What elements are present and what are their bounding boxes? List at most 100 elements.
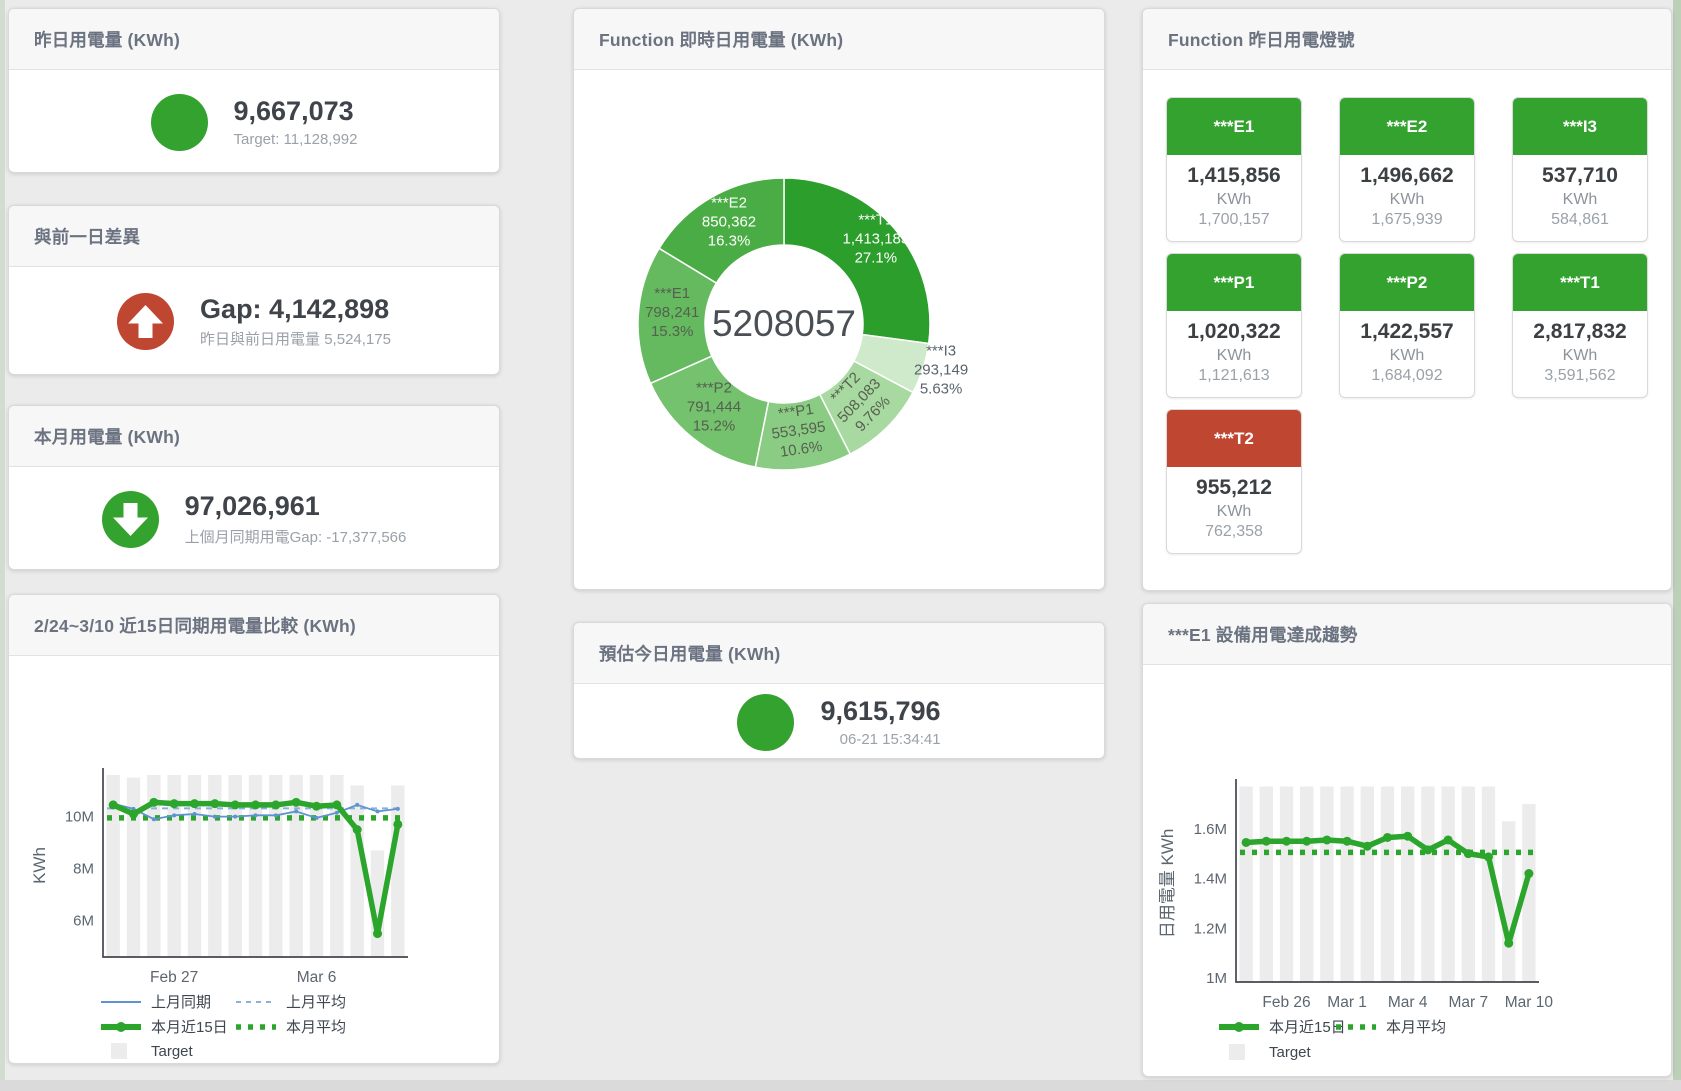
status-circle-icon [737, 693, 795, 751]
svg-text:***E2: ***E2 [711, 194, 747, 211]
svg-text:5208057: 5208057 [712, 303, 856, 344]
light-tiles-grid: ***E1 1,415,856 KWh 1,700,157 ***E2 1,496,662… [1143, 70, 1671, 554]
kpi-subtitle: 昨日與前日用電量 5,524,175 [200, 331, 391, 349]
card-title-text: Function 即時日用電量 (KWh) [599, 29, 844, 50]
svg-text:1,413,183: 1,413,183 [842, 231, 909, 248]
chart-axes [102, 768, 408, 958]
window-edge-right [1673, 0, 1681, 1091]
svg-text:15.3%: 15.3% [651, 323, 694, 340]
kpi-value: Gap: 4,142,898 [200, 293, 390, 324]
light-tile-e2: ***E2 1,496,662 KWh 1,675,939 [1339, 97, 1475, 242]
series-line [1241, 831, 1534, 948]
tile-target-value: 1,700,157 [1198, 211, 1270, 228]
card-estimate-today: 預估今日用電量 (KWh) 9,615,796 06-21 15:34:41 [573, 622, 1105, 759]
card-yesterday-lights: Function 昨日用電燈號 ***E1 1,415,856 KWh 1,700,1… [1142, 8, 1672, 591]
svg-text:1.4M: 1.4M [1194, 871, 1227, 888]
light-tile-t2: ***T2 955,212 KWh 762,358 [1166, 409, 1302, 554]
svg-text:本月近15日: 本月近15日 [1269, 1019, 1346, 1036]
card-yesterday-usage: 昨日用電量 (KWh) 9,667,073 Target: 11,128,992 [8, 8, 500, 173]
svg-text:Feb 26: Feb 26 [1262, 994, 1310, 1011]
tile-target-value: 1,675,939 [1371, 211, 1443, 228]
light-tile-p2: ***P2 1,422,557 KWh 1,684,092 [1339, 253, 1475, 398]
card-title: 2/24~3/10 近15日同期用電量比較 (KWh) [9, 595, 499, 656]
donut-label: ***T1 1,413,183 27.1% [842, 212, 909, 267]
kpi-subtitle: 上個月同期用電Gap: -17,377,566 [184, 528, 407, 546]
svg-text:***P1: ***P1 [777, 401, 815, 423]
tile-value: 537,710 [1542, 164, 1618, 187]
kpi-value: 9,615,796 [820, 696, 941, 727]
card-title: Function 即時日用電量 (KWh) [574, 9, 1104, 70]
card-title: 本月用電量 (KWh) [9, 406, 499, 467]
svg-text:798,241: 798,241 [645, 304, 699, 321]
tile-target-value: 762,358 [1205, 523, 1263, 540]
svg-text:Target: Target [151, 1043, 194, 1060]
tile-value: 1,496,662 [1360, 164, 1454, 187]
svg-text:***P2: ***P2 [696, 379, 732, 396]
tile-unit: KWh [1216, 503, 1252, 520]
svg-text:5.63%: 5.63% [920, 380, 963, 397]
tile-target-value: 584,861 [1551, 211, 1609, 228]
donut-label: ***E1 798,241 15.3% [645, 285, 699, 340]
card-month-usage: 本月用電量 (KWh) 97,026,961 上個月同期用電Gap: -17,3… [8, 405, 500, 570]
svg-text:***I3: ***I3 [926, 342, 956, 359]
chart-axes [1235, 779, 1539, 983]
tile-label: ***E1 [1167, 98, 1301, 155]
arrow-down-icon [101, 490, 159, 548]
card-title: 與前一日差異 [9, 206, 499, 267]
card-title-text: 本月用電量 (KWh) [34, 426, 181, 447]
tile-unit: KWh [1389, 191, 1425, 208]
card-title-text: Function 昨日用電燈號 [1168, 29, 1355, 50]
tile-value: 955,212 [1196, 476, 1272, 499]
svg-text:Mar 6: Mar 6 [297, 969, 337, 986]
arrow-up-icon [117, 293, 175, 350]
card-title: 昨日用電量 (KWh) [9, 9, 499, 70]
tile-label: ***P1 [1167, 254, 1301, 311]
svg-text:1M: 1M [1206, 970, 1227, 987]
card-title-text: 預估今日用電量 (KWh) [599, 643, 781, 664]
tile-label: ***T1 [1513, 254, 1647, 311]
window-edge-left [0, 0, 5, 1091]
donut-slice-t1 [783, 177, 931, 345]
card-title: ***E1 設備用電達成趨勢 [1143, 604, 1671, 665]
card-e1-trend-chart: ***E1 設備用電達成趨勢 1M 1.2M 1.4M 1.6M Feb 26 Mar 1… [1142, 603, 1672, 1077]
tile-unit: KWh [1389, 347, 1425, 364]
tile-value: 1,020,322 [1187, 320, 1281, 343]
tile-unit: KWh [1562, 347, 1598, 364]
kpi-subtitle: Target: 11,128,992 [233, 130, 358, 148]
tile-unit: KWh [1216, 347, 1252, 364]
card-15day-comparison-chart: 2/24~3/10 近15日同期用電量比較 (KWh) 6M 8M 10M Feb 2… [8, 594, 500, 1064]
svg-text:***T1: ***T1 [858, 212, 893, 229]
tile-target-value: 1,684,092 [1371, 367, 1443, 384]
svg-text:293,149: 293,149 [914, 361, 968, 378]
svg-text:***E1: ***E1 [654, 285, 690, 302]
tile-value: 1,422,557 [1360, 320, 1454, 343]
svg-text:KWh: KWh [30, 847, 49, 884]
tile-label: ***E2 [1340, 98, 1474, 155]
donut-label: ***P2 791,444 15.2% [687, 379, 741, 434]
svg-text:Mar 1: Mar 1 [1327, 994, 1367, 1011]
svg-text:8M: 8M [73, 861, 94, 878]
card-day-gap: 與前一日差異 Gap: 4,142,898 昨日與前日用電量 5,524,175 [8, 205, 500, 375]
card-realtime-donut: Function 即時日用電量 (KWh) ***T1 1,413,183 27.1… [573, 8, 1105, 590]
tile-target-value: 3,591,562 [1544, 367, 1616, 384]
svg-text:1.2M: 1.2M [1194, 920, 1227, 937]
light-tile-i3: ***I3 537,710 KWh 584,861 [1512, 97, 1648, 242]
tile-value: 1,415,856 [1187, 164, 1281, 187]
status-circle-icon [150, 93, 208, 151]
svg-text:Mar 10: Mar 10 [1505, 994, 1554, 1011]
e1-trend-line-chart: 1M 1.2M 1.4M 1.6M Feb 26 Mar 1 Mar 4 Mar 7 Mar 1… [1158, 779, 1554, 1061]
series-line [108, 797, 403, 939]
window-edge-bottom [0, 1080, 1681, 1091]
tile-label: ***P2 [1340, 254, 1474, 311]
kpi-value: 97,026,961 [184, 491, 320, 522]
svg-text:6M: 6M [73, 913, 94, 930]
svg-text:791,444: 791,444 [687, 398, 741, 415]
svg-text:本月平均: 本月平均 [286, 1019, 346, 1036]
svg-text:本月平均: 本月平均 [1386, 1019, 1446, 1036]
card-title-text: 2/24~3/10 近15日同期用電量比較 (KWh) [34, 615, 356, 636]
svg-text:16.3%: 16.3% [708, 232, 751, 249]
kpi-subtitle: 06-21 15:34:41 [839, 730, 941, 748]
donut-label: ***E2 850,362 16.3% [702, 194, 756, 249]
